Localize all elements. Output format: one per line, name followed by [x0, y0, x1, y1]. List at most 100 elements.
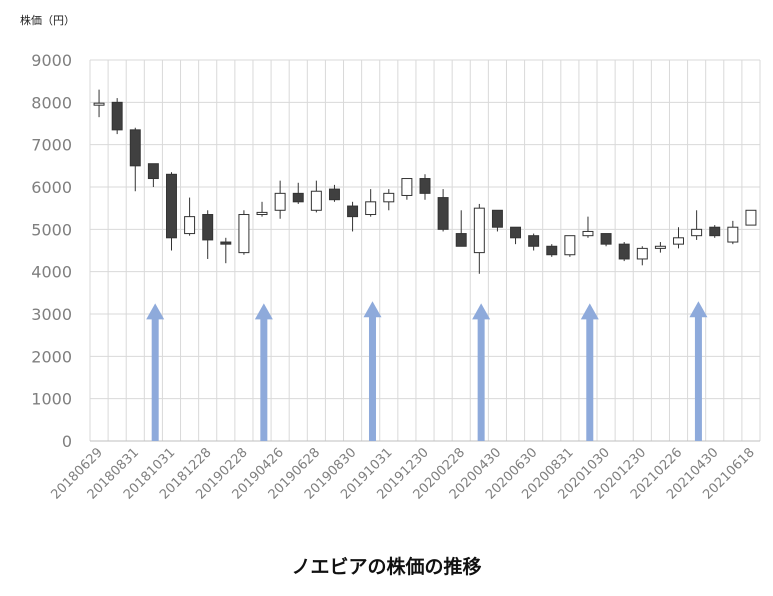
- candle: [184, 197, 196, 236]
- candle: [582, 216, 594, 238]
- up-arrow: [363, 301, 382, 441]
- y-tick-label: 1000: [31, 390, 72, 409]
- y-tick-label: 4000: [31, 263, 72, 282]
- y-tick-label: 8000: [31, 93, 72, 112]
- arrow-head: [472, 303, 491, 320]
- chart-title: ノエビアの株価の推移: [291, 556, 482, 578]
- arrows-layer: [146, 301, 708, 441]
- y-axis-ticks: 0 1000 2000 3000 4000 5000 6000 7000 8000 9000: [31, 51, 72, 451]
- candle: [473, 203, 485, 274]
- y-tick-label: 3000: [31, 305, 72, 324]
- candle: [528, 233, 540, 251]
- candle: [455, 210, 467, 247]
- candle-body: [256, 211, 268, 216]
- y-tick-label: 0: [62, 432, 72, 451]
- candle-body: [220, 241, 232, 245]
- candle: [636, 246, 648, 266]
- candle: [347, 201, 359, 232]
- x-axis-ticks: 2018062920180831201810312018122820190228…: [48, 445, 757, 502]
- arrow-shaft: [368, 315, 376, 441]
- candle-body: [654, 245, 666, 249]
- candle: [383, 189, 395, 211]
- candle-body: [673, 237, 684, 245]
- arrow-shaft: [260, 317, 268, 441]
- candle-body: [618, 243, 630, 260]
- candle: [673, 227, 684, 249]
- candle: [256, 201, 268, 217]
- candle-body: [745, 209, 757, 226]
- candle: [745, 209, 757, 226]
- candle: [618, 242, 630, 262]
- candle-body: [166, 173, 177, 239]
- candle-body: [528, 235, 540, 247]
- candle: [220, 237, 232, 264]
- candle-body: [419, 178, 431, 194]
- candle: [510, 226, 522, 245]
- candle: [491, 209, 503, 232]
- candle: [292, 182, 304, 204]
- candle-body: [491, 209, 503, 228]
- candle: [546, 244, 558, 257]
- candle-body: [274, 192, 286, 211]
- arrow-shaft: [586, 317, 594, 441]
- y-tick-label: 5000: [31, 220, 72, 239]
- up-arrow: [146, 303, 165, 441]
- candle: [437, 189, 449, 232]
- candle: [274, 180, 286, 219]
- candle-body: [129, 129, 141, 167]
- candle: [365, 189, 377, 217]
- candle: [709, 225, 721, 238]
- y-tick-label: 9000: [31, 51, 72, 70]
- candle: [202, 210, 214, 259]
- candle-body: [691, 228, 703, 237]
- candle: [129, 127, 141, 192]
- candle: [401, 178, 413, 200]
- y-tick-label: 7000: [31, 136, 72, 155]
- candle: [654, 242, 666, 253]
- up-arrow: [472, 303, 491, 441]
- candle-body: [546, 245, 558, 256]
- grid-layer: [89, 59, 761, 442]
- candle-body: [147, 163, 159, 180]
- candle-body: [365, 201, 377, 216]
- candle-body: [473, 207, 485, 254]
- candle-body: [636, 247, 648, 260]
- candle-body: [600, 233, 612, 245]
- candle-body: [310, 190, 322, 211]
- arrow-head: [580, 303, 599, 320]
- candle: [93, 89, 105, 118]
- candle-body: [184, 216, 196, 235]
- candle-body: [709, 226, 721, 237]
- up-arrow: [254, 303, 273, 441]
- arrow-head: [363, 301, 382, 318]
- up-arrow: [580, 303, 599, 441]
- candle-body: [437, 197, 449, 230]
- candle-body: [202, 214, 214, 241]
- y-tick-label: 2000: [31, 347, 72, 366]
- candle: [111, 98, 123, 135]
- up-arrow: [689, 301, 708, 441]
- candle: [727, 220, 739, 245]
- arrow-head: [146, 303, 165, 320]
- candle-body: [564, 235, 576, 256]
- arrow-head: [689, 301, 708, 318]
- candle-body: [238, 214, 250, 254]
- candle: [166, 172, 177, 251]
- y-axis-unit-label: 株価（円）: [20, 14, 75, 27]
- candle-body: [727, 226, 739, 243]
- candle: [564, 235, 576, 257]
- candle-body: [292, 192, 304, 203]
- candle: [600, 233, 612, 247]
- candle: [310, 180, 322, 213]
- candle-body: [383, 192, 395, 203]
- candle-body: [455, 233, 467, 247]
- candle-body: [111, 101, 123, 131]
- candle-body: [347, 205, 359, 218]
- arrow-head: [254, 303, 273, 320]
- candles-layer: [93, 89, 757, 274]
- candle: [691, 210, 703, 240]
- arrow-shaft: [151, 317, 159, 441]
- candle-body: [510, 226, 522, 239]
- candle-body: [328, 188, 340, 201]
